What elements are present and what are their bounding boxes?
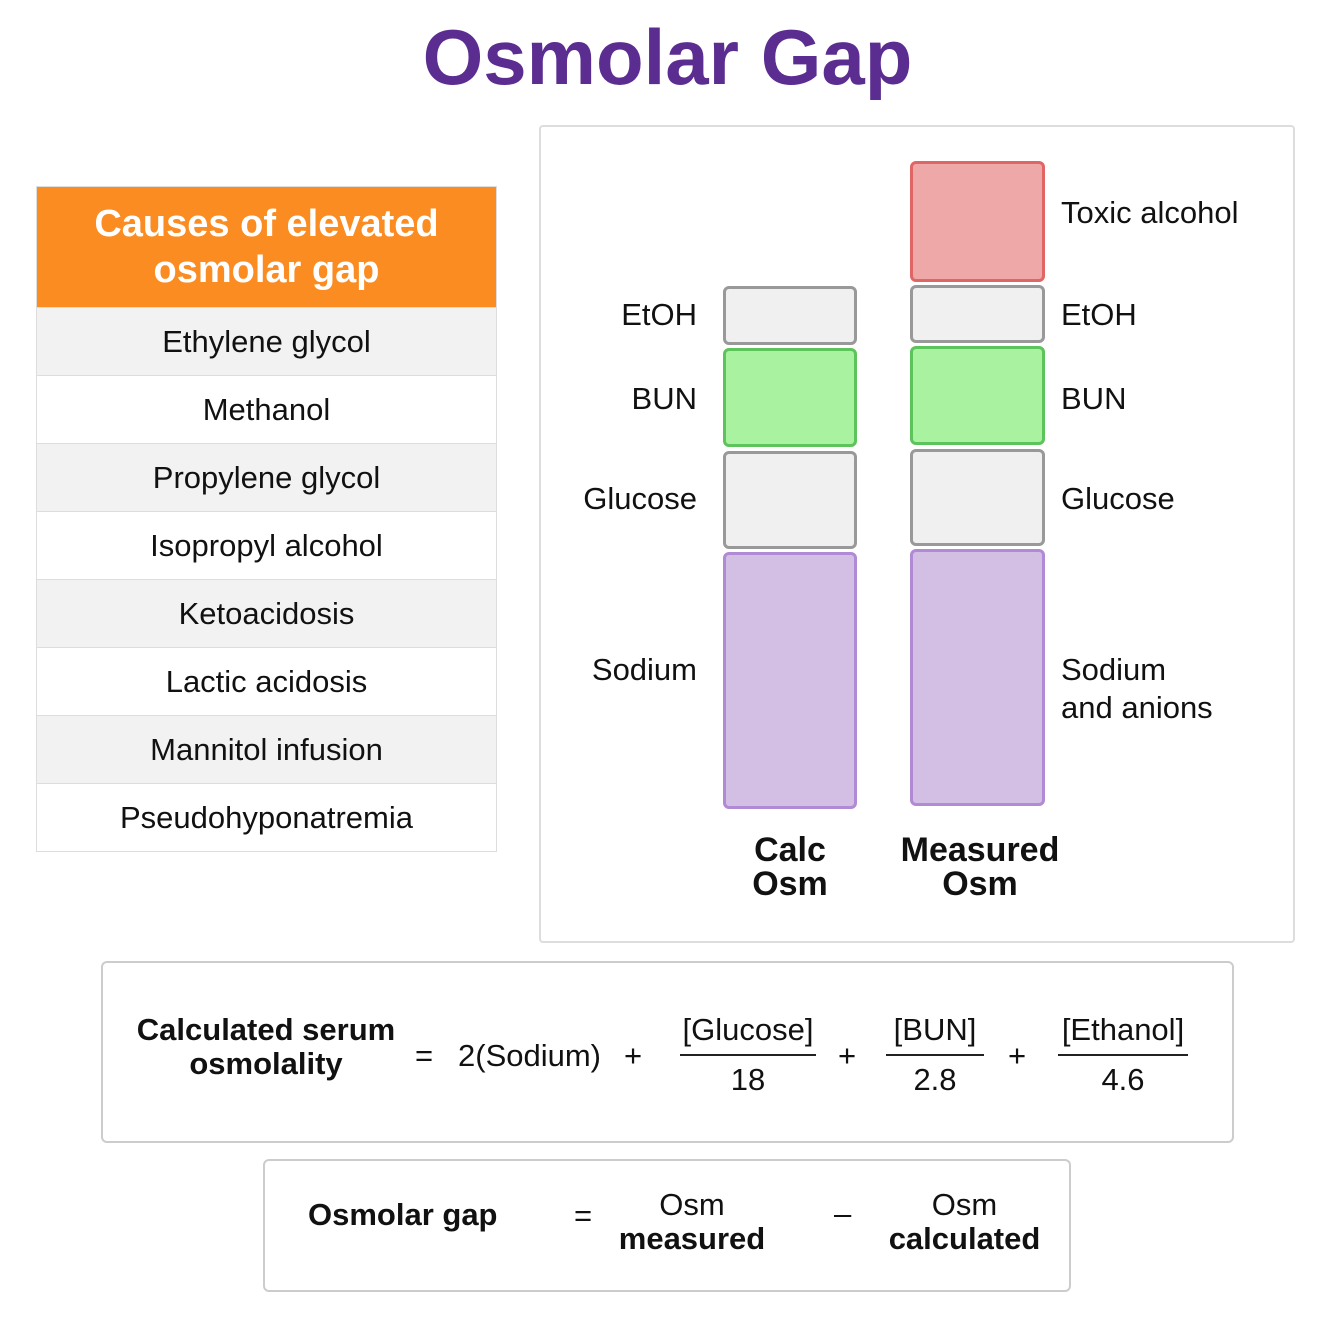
calc-etoh-block bbox=[723, 286, 857, 345]
measured-osm-line1: Measured bbox=[900, 831, 1060, 869]
measured-bun-label: BUN bbox=[1061, 381, 1127, 416]
gap-calculated-term: Osm calculated bbox=[882, 1188, 1047, 1256]
formula-plus-2: + bbox=[838, 1038, 857, 1073]
calc-osm-line2: Osm bbox=[752, 865, 828, 903]
calc-glucose-block bbox=[723, 451, 857, 549]
gap-equals: = bbox=[574, 1198, 593, 1233]
gap-measured-top: Osm bbox=[659, 1187, 725, 1222]
cause-row: Mannitol infusion bbox=[37, 715, 496, 783]
page-title: Osmolar Gap bbox=[422, 13, 913, 101]
ethanol-numerator: [Ethanol] bbox=[1058, 1012, 1188, 1056]
osm-diagram-panel bbox=[539, 125, 1295, 943]
glucose-denominator: 18 bbox=[730, 1062, 766, 1097]
measured-bun-block bbox=[910, 346, 1045, 445]
measured-etoh-block bbox=[910, 285, 1045, 343]
cause-row: Ethylene glycol bbox=[37, 307, 496, 375]
cause-row: Ketoacidosis bbox=[37, 579, 496, 647]
formula-plus-3: + bbox=[1008, 1038, 1027, 1073]
formula-equals: = bbox=[415, 1038, 434, 1073]
measured-sodium-block bbox=[910, 549, 1045, 806]
calc-sodium-label: Sodium bbox=[591, 652, 697, 687]
bun-denominator: 2.8 bbox=[913, 1062, 957, 1097]
gap-calculated-top: Osm bbox=[931, 1187, 998, 1222]
glucose-numerator: [Glucose] bbox=[680, 1012, 816, 1056]
measured-osm-label: Measured Osm bbox=[880, 833, 1080, 901]
gap-minus: – bbox=[834, 1196, 852, 1231]
measured-sodium-line2: and anions bbox=[1061, 690, 1213, 725]
causes-table-header: Causes of elevated osmolar gap bbox=[37, 187, 496, 307]
calc-etoh-label: EtOH bbox=[621, 297, 697, 332]
gap-measured-term: Osm measured bbox=[612, 1188, 772, 1256]
cause-row: Lactic acidosis bbox=[37, 647, 496, 715]
measured-sodium-line1: Sodium bbox=[1061, 652, 1167, 687]
measured-glucose-label: Glucose bbox=[1061, 481, 1175, 516]
causes-table: Causes of elevated osmolar gap Ethylene … bbox=[36, 186, 497, 852]
calc-sodium-block bbox=[723, 552, 857, 809]
calc-bun-block bbox=[723, 348, 857, 447]
cause-row: Methanol bbox=[37, 375, 496, 443]
gap-measured-bottom: measured bbox=[618, 1221, 766, 1256]
calc-osm-line1: Calc bbox=[754, 831, 826, 869]
formula-lhs-line1: Calculated serum bbox=[136, 1012, 396, 1047]
measured-sodium-label: Sodium and anions bbox=[1061, 651, 1213, 727]
measured-toxic-label: Toxic alcohol bbox=[1061, 195, 1239, 230]
bun-fraction: [BUN] 2.8 bbox=[886, 1012, 984, 1098]
gap-calculated-bottom: calculated bbox=[888, 1221, 1041, 1256]
formula-plus-1: + bbox=[624, 1038, 643, 1073]
osmolar-gap-formula-box bbox=[263, 1159, 1071, 1292]
cause-row: Propylene glycol bbox=[37, 443, 496, 511]
formula-lhs: Calculated serum osmolality bbox=[130, 1013, 402, 1081]
measured-glucose-block bbox=[910, 449, 1045, 546]
measured-etoh-label: EtOH bbox=[1061, 297, 1137, 332]
ethanol-fraction: [Ethanol] 4.6 bbox=[1058, 1012, 1188, 1098]
calc-osm-label: Calc Osm bbox=[700, 833, 880, 901]
measured-osm-line2: Osm bbox=[942, 865, 1018, 903]
calc-bun-label: BUN bbox=[631, 381, 697, 416]
bun-numerator: [BUN] bbox=[886, 1012, 984, 1056]
calculated-osmolality-formula-box bbox=[101, 961, 1234, 1143]
ethanol-denominator: 4.6 bbox=[1101, 1062, 1145, 1097]
calc-glucose-label: Glucose bbox=[583, 481, 697, 516]
formula-sodium-term: 2(Sodium) bbox=[458, 1038, 601, 1073]
cause-row: Isopropyl alcohol bbox=[37, 511, 496, 579]
formula-lhs-line2: osmolality bbox=[189, 1046, 343, 1081]
measured-toxic-alcohol-block bbox=[910, 161, 1045, 282]
gap-lhs: Osmolar gap bbox=[308, 1197, 498, 1232]
glucose-fraction: [Glucose] 18 bbox=[680, 1012, 816, 1098]
cause-row: Pseudohyponatremia bbox=[37, 783, 496, 851]
